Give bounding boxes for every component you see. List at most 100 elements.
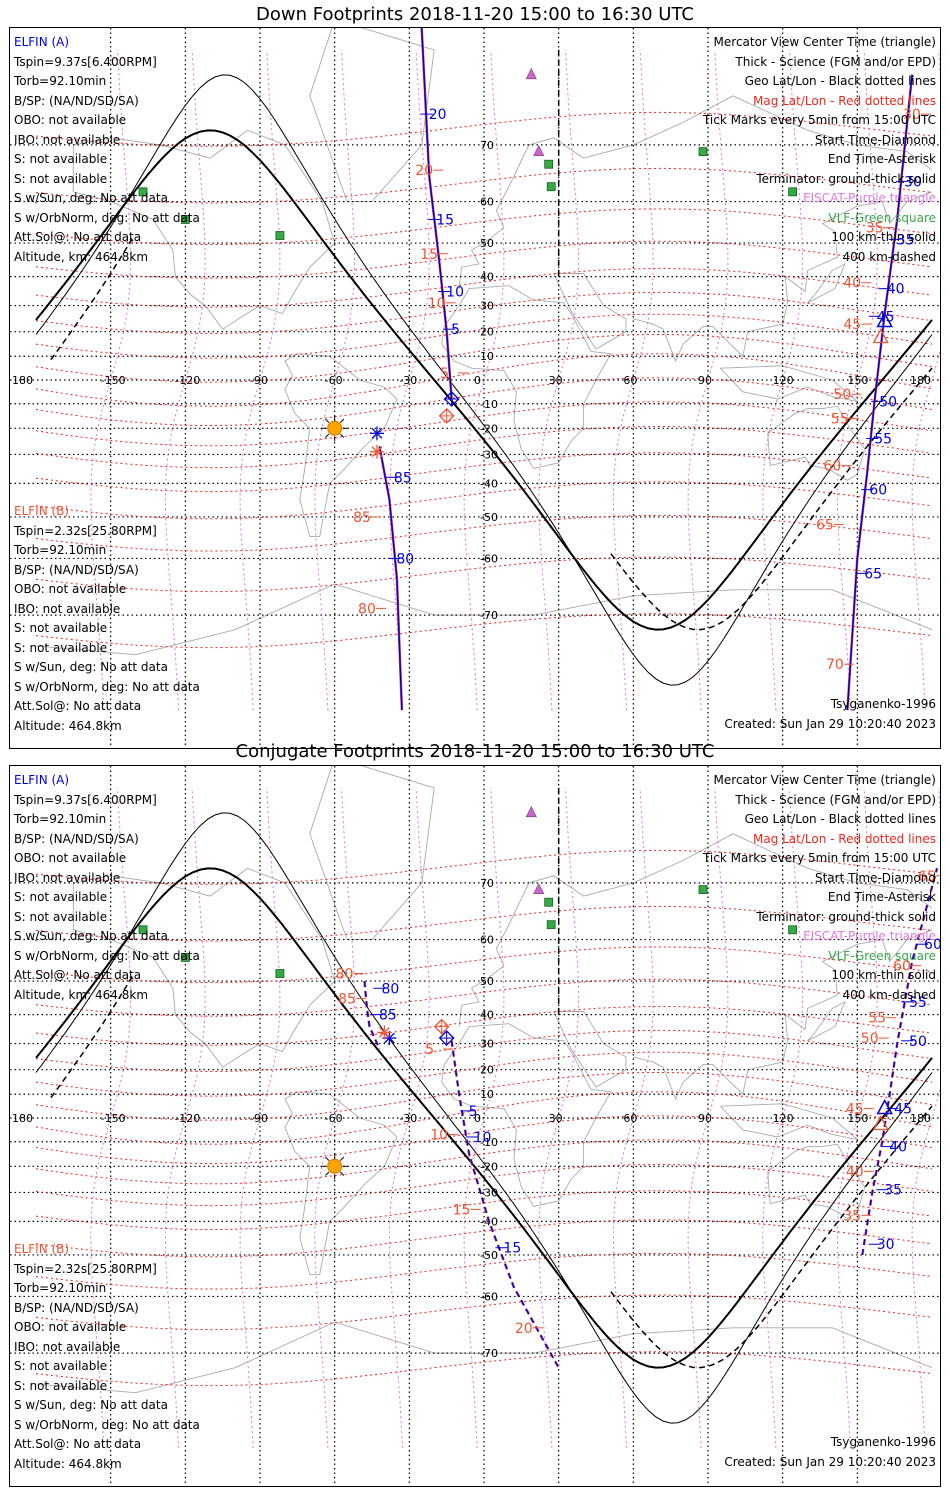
lat-tick-label: 10 [480, 1088, 494, 1101]
elfin-a-ibo: IBO: not available [14, 870, 121, 885]
legend-tick-marks: Tick Marks every 5min from 15:00 UTC [702, 113, 936, 127]
mag-parallel [35, 1051, 933, 1097]
asterisk-stroke [371, 446, 383, 458]
mag-meridian [463, 49, 505, 711]
mag-meridian [164, 49, 206, 711]
mag-meridian [911, 787, 940, 1449]
sun-icon [321, 415, 348, 442]
coastline-7 [309, 28, 435, 203]
mag-meridian [388, 49, 430, 711]
elfin-b-obo: OBO: not available [14, 1320, 127, 1334]
legend-start-time: Start Time-Diamond [814, 870, 936, 885]
lat-tick-label: 60 [480, 196, 494, 209]
time-label-b: 30 [903, 107, 921, 123]
time-label-b: 65 [918, 869, 936, 885]
model-label: Tsyganenko-1996 [830, 697, 936, 711]
vlf-square [788, 925, 798, 935]
lat-tick-label: -10 [480, 1136, 498, 1149]
time-label-a: 55 [874, 431, 892, 447]
mag-meridian [90, 49, 132, 711]
sun-ray [339, 433, 345, 438]
lon-tick-label: 120 [773, 374, 794, 387]
mag-parallel [35, 377, 933, 426]
track-a-east [861, 868, 938, 1256]
terminator-400km-west [50, 974, 134, 1099]
time-label-b: 45 [843, 317, 861, 333]
elfin-a-attsol: Att.Sol@: No att data [14, 968, 142, 982]
time-label-b: 5 [425, 1042, 434, 1058]
mag-parallel [35, 1029, 933, 1073]
vlf-square [788, 187, 798, 197]
elfin-b-tspin: Tspin=2.32s[25.80RPM] [14, 523, 157, 538]
legend-mag-grid: Mag Lat/Lon - Red dotted lines [752, 831, 936, 846]
legend-view-center: Mercator View Center Time (triangle) [713, 773, 936, 787]
legend-view-center: Mercator View Center Time (triangle) [713, 35, 936, 49]
elfin-a-obo: OBO: not available [14, 851, 127, 865]
terminator-ground [35, 867, 933, 1369]
coastline-4 [553, 273, 627, 350]
terminator-100km [35, 812, 933, 1424]
lat-tick-label: 30 [480, 300, 494, 313]
track-a-west [363, 981, 381, 1050]
lon-tick-label: -60 [325, 374, 343, 387]
view-center-triangle-a [876, 311, 893, 328]
elfin-b-s1: S: not available [14, 621, 108, 635]
time-label-a: 80 [381, 981, 399, 997]
time-label-b: 15 [420, 247, 438, 263]
coastline-10 [807, 262, 846, 304]
coastline-3 [458, 833, 933, 1027]
track-a-east [846, 74, 913, 711]
sun-icon [321, 1153, 348, 1180]
start-diamond-a [443, 391, 460, 407]
elfin-b-torb: Torb=92.10min [14, 543, 107, 557]
time-label-b: 35 [866, 221, 884, 237]
elfin-b-obo: OBO: not available [14, 582, 127, 596]
vlf-square [275, 969, 285, 978]
elfin-b-s1: S: not available [14, 1359, 108, 1373]
elfin-a-tspin: Tspin=9.37s[6.400RPM] [14, 792, 157, 807]
vlf-square [180, 215, 190, 224]
mag-meridian [90, 787, 132, 1449]
elfin-a-s2: S: not available [14, 171, 108, 186]
down-footprints-panel: 180 -150 -120 -90 -60 -30 0 30 60 90 120 150 180 70 60… [9, 27, 941, 749]
sun-disc [327, 420, 343, 436]
terminators [35, 787, 933, 1424]
lon-tick-label: -120 [175, 1112, 200, 1125]
start-diamond-b [438, 407, 455, 424]
geo-grid [10, 766, 940, 1486]
elfin-a-bsp: B/SP: (NA/ND/SD/SA) [14, 831, 139, 846]
coastline-5 [633, 929, 933, 1101]
lon-tick-label: 180 [12, 1112, 33, 1125]
elfin-a-attsol: Att.Sol@: No att data [14, 230, 142, 244]
view-center-triangle-b [872, 328, 889, 344]
lat-tick-label: -30 [480, 1186, 498, 1199]
elfin-b-s2: S: not available [14, 640, 108, 655]
lon-tick-label: 90 [698, 1112, 712, 1125]
mag-meridian [388, 787, 430, 1449]
elfin-b-torb: Torb=92.10min [14, 1281, 107, 1295]
end-asterisk-b [377, 1025, 392, 1040]
elfin-a-obo: OBO: not available [14, 113, 127, 127]
view-center-triangle-b [872, 1115, 889, 1131]
mag-meridian [836, 787, 878, 1449]
asterisk-stroke [371, 427, 383, 439]
end-asterisk-a [369, 426, 384, 441]
lon-tick-label: 60 [623, 374, 637, 387]
sun-ray [339, 1156, 345, 1161]
eiscat-triangle [533, 882, 545, 894]
time-label-a: 65 [864, 566, 882, 582]
time-label-a: 60 [924, 937, 941, 953]
elfin-b-ibo: IBO: not available [14, 601, 121, 616]
time-label-a: 5 [469, 1104, 478, 1120]
lat-tick-label: -60 [480, 552, 498, 565]
lon-tick-label: -90 [250, 1112, 268, 1125]
start-diamond-b [433, 1018, 450, 1035]
elfin-b-info: ELFIN (B) Tspin=2.32s[25.80RPM] Torb=92.… [14, 1240, 200, 1474]
vlf-square [544, 897, 554, 907]
elfin-a-ssun: S w/Sun, deg: No att data [14, 929, 168, 943]
lat-tick-label: 20 [480, 1064, 494, 1077]
time-label-a: 85 [394, 470, 412, 486]
elfin-b-ssun: S w/Sun, deg: No att data [14, 1398, 168, 1412]
lon-tick-label: 180 [12, 374, 33, 387]
time-label-a: 10 [474, 1130, 492, 1146]
